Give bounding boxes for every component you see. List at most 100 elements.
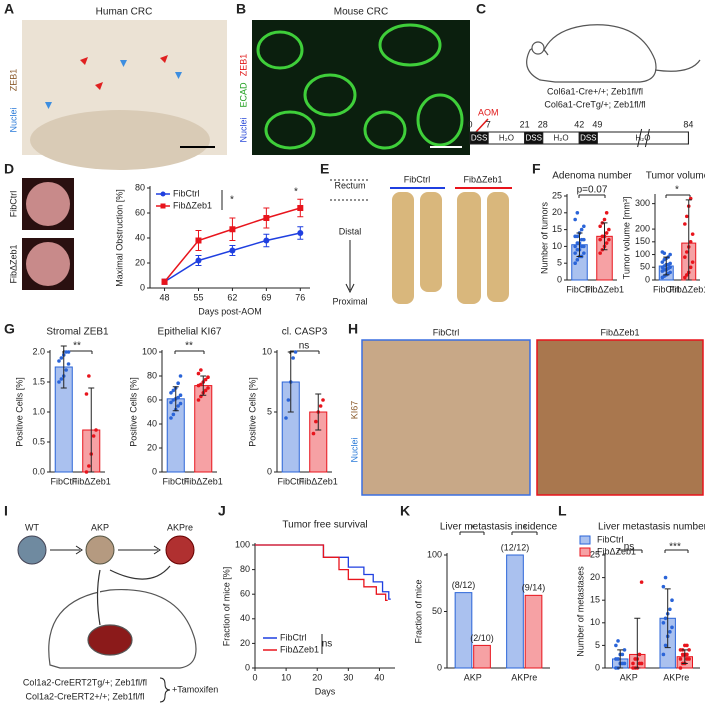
data-point [683,222,687,226]
arrow [345,240,355,294]
data-point [579,227,584,232]
y-tick-label: 10 [262,346,272,356]
annotation: * [294,187,298,198]
ihc-image [536,339,704,496]
y-axis-label: Positive Cells [%] [247,377,257,447]
day-label: 28 [538,119,548,129]
colon-lumen [26,242,70,286]
y-tick-label: 40 [135,232,145,242]
chart-title: Liver metastasis number [598,522,705,533]
x-tick-label: FibΔZeb1 [669,284,705,294]
data-point [622,661,627,666]
data-point [318,404,323,408]
data-point [286,398,291,402]
y-tick-label: 100 [427,549,442,559]
organoid [17,535,47,565]
y-tick-label: 20 [135,257,145,267]
panel-letter: E [320,161,329,177]
x-tick-label: 62 [227,292,237,302]
x-tick-label: FibCtrl [163,476,190,486]
y-tick-label: 20 [240,638,250,648]
data-point [604,211,609,215]
stain-label: ZEB1 [238,54,248,77]
y-tick-label: 0.0 [32,466,45,476]
y-tick-label: 1.0 [32,406,45,416]
error-bar [200,375,207,396]
mouse-drawing [48,565,197,669]
data-point [171,412,176,417]
data-point [195,257,202,264]
legend-swatch [579,535,591,545]
y-tick-label: 80 [135,182,145,192]
data-point [573,217,577,222]
error-bar [664,588,671,649]
data-point [59,356,64,360]
data-point [668,252,672,257]
data-point [199,382,203,387]
x-tick-label: AKP [620,672,638,682]
y-tick-label: 5 [557,258,562,268]
data-point [178,401,183,406]
y-tick-label: 25 [552,190,562,200]
legend-label: FibCtrl [597,534,624,544]
annotation: * [523,524,527,535]
x-axis-label: Days [315,686,336,696]
group-label: FibCtrl [404,174,431,184]
data-point [684,273,689,277]
data-point [321,398,325,402]
y-tick-label: 60 [240,589,250,599]
stain-label: Nuclei [349,437,359,462]
arrow [475,118,489,133]
data-point [598,224,602,229]
data-point [690,260,695,264]
day-label: 84 [683,119,693,129]
y-axis-label: Positive Cells [%] [128,377,138,447]
data-point [604,241,609,245]
data-point [670,625,674,630]
y-tick-label: 100 [235,539,250,549]
data-point [620,652,625,657]
x-tick-label: 55 [193,292,203,302]
day-label: 42 [574,119,584,129]
y-tick-label: 20 [147,442,157,452]
data-point [685,643,689,648]
data-point [314,419,318,424]
orientation-label: Proximal [332,296,367,306]
data-point [582,251,586,255]
colon-strips [392,192,509,304]
cell-label: AKP [91,522,109,532]
legend-marker [160,191,166,197]
annotation: ** [185,341,193,352]
ihc-tissue [30,110,210,170]
data-point [598,237,602,242]
data-point [66,362,71,366]
x-tick-label: 10 [281,672,291,682]
value-label: (8/12) [452,580,476,590]
data-point [602,217,607,222]
data-point [573,251,577,255]
data-point [87,464,91,468]
genotype: Col6a1-Cre+/+; Zeb1fl/fl [547,86,643,96]
error-bar [617,649,624,669]
data-point [687,648,691,652]
y-tick-label: 80 [147,370,157,380]
y-tick-label: 20 [590,572,600,582]
timeline: DSS H₂O DSS H₂O DSS H₂O 0 7 21 28 42 49 84 [467,119,693,148]
error-bar [681,649,688,664]
chart-title: cl. CASP3 [282,327,328,338]
data-point [607,237,611,242]
data-point [66,350,71,354]
x-tick-label: FibCtrl [653,284,680,294]
data-point [661,652,666,657]
data-point [206,386,210,390]
data-point [663,616,668,621]
significance-bracket [459,531,538,535]
image-label: FibΔZeb1 [8,244,18,283]
error-bar [634,617,641,669]
data-point [229,247,236,254]
data-point [293,350,298,354]
data-point [84,470,89,474]
panel-letter: C [476,1,486,17]
annotation: *** [669,542,681,553]
